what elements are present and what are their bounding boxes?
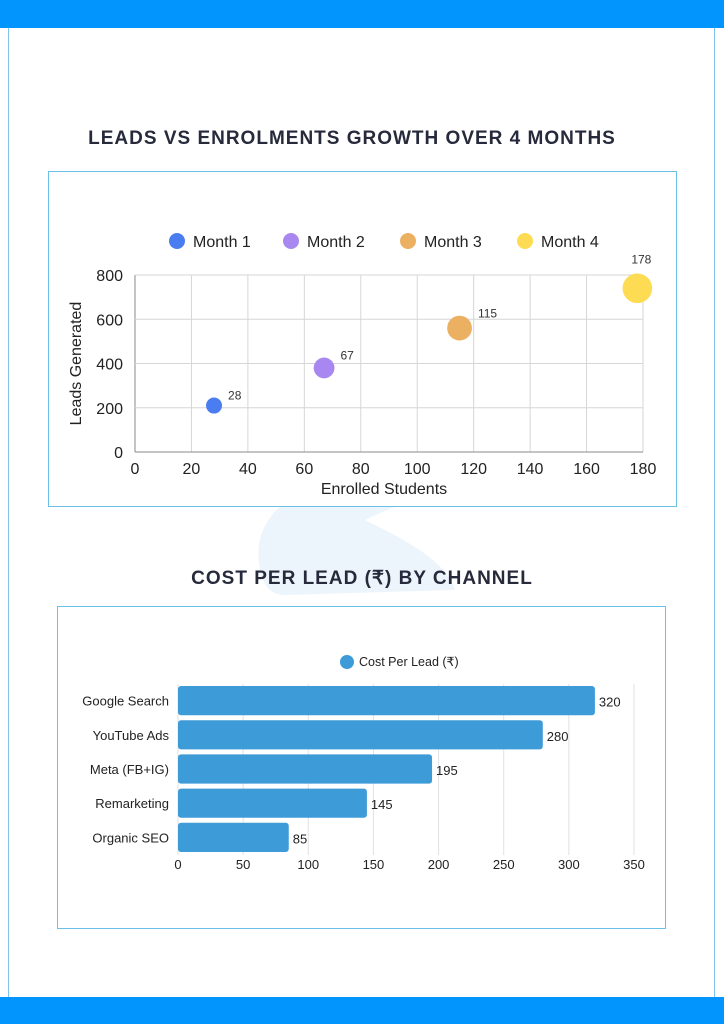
top-brand-bar — [0, 0, 724, 28]
legend-marker-month-2 — [283, 233, 299, 249]
legend-marker-cost-per-lead — [340, 655, 354, 669]
y-tick-label: 400 — [96, 357, 123, 374]
x-tick-label: 50 — [236, 857, 250, 872]
bubble-label: 67 — [340, 349, 354, 363]
x-tick-label: 0 — [131, 461, 140, 478]
bar-chart-card: Cost Per Lead (₹) 0 50 100 150 200 250 300 350 Go… — [57, 606, 666, 929]
x-tick-label: 20 — [183, 461, 201, 478]
bubble-label: 178 — [631, 252, 651, 266]
scatter-chart-title: LEADS VS ENROLMENTS GROWTH OVER 4 MONTHS — [88, 128, 616, 149]
bar-google-search — [178, 686, 595, 716]
x-tick-label: 160 — [573, 461, 600, 478]
bottom-brand-bar — [0, 997, 724, 1024]
legend-label-month-4: Month 4 — [541, 234, 599, 251]
bubble-label: 115 — [478, 307, 497, 321]
bar-youtube-ads — [178, 720, 543, 750]
y-axis-title: Leads Generated — [68, 302, 85, 426]
legend-label-month-3: Month 3 — [424, 234, 482, 251]
x-axis-title: Enrolled Students — [321, 481, 447, 498]
x-tick-label: 80 — [352, 461, 370, 478]
legend-label-month-1: Month 1 — [193, 234, 251, 251]
legend-label-cost-per-lead: Cost Per Lead (₹) — [359, 655, 459, 669]
y-tick-label: 200 — [96, 401, 123, 418]
x-tick-label: 100 — [404, 461, 431, 478]
bubble-month-4 — [622, 273, 653, 304]
category-label: Meta (FB+IG) — [90, 762, 169, 777]
bar-organic-seo — [178, 822, 289, 852]
x-tick-label: 0 — [174, 857, 181, 872]
x-tick-label: 60 — [295, 461, 313, 478]
legend-marker-month-4 — [517, 233, 533, 249]
legend-marker-month-3 — [400, 233, 416, 249]
x-tick-label: 250 — [493, 857, 515, 872]
y-tick-label: 0 — [114, 445, 123, 462]
legend-label-month-2: Month 2 — [307, 234, 365, 251]
x-tick-label: 200 — [428, 857, 450, 872]
bar-value-label: 195 — [436, 763, 458, 778]
x-tick-label: 100 — [297, 857, 319, 872]
x-tick-label: 150 — [363, 857, 385, 872]
y-tick-label: 800 — [96, 268, 123, 285]
bubble-label: 28 — [228, 389, 242, 403]
y-tick-label: 600 — [96, 312, 123, 329]
x-tick-label: 180 — [630, 461, 657, 478]
category-label: Organic SEO — [92, 830, 169, 845]
category-label: Remarketing — [95, 796, 169, 811]
bar-chart: Cost Per Lead (₹) 0 50 100 150 200 250 300 350 Go… — [82, 655, 645, 872]
bubble-month-1 — [206, 397, 223, 414]
x-tick-label: 140 — [517, 461, 544, 478]
legend-marker-month-1 — [169, 233, 185, 249]
bar-meta-fb-ig- — [178, 754, 433, 784]
scatter-chart-card: Month 1 Month 2 Month 3 Month 4 0 20 40 60 80 100… — [48, 171, 677, 507]
category-label: YouTube Ads — [93, 728, 170, 743]
bar-value-label: 280 — [547, 729, 569, 744]
scatter-chart: Month 1 Month 2 Month 3 Month 4 0 20 40 60 80 100… — [68, 233, 657, 498]
bubble-month-2 — [313, 357, 335, 379]
x-tick-label: 300 — [558, 857, 580, 872]
x-tick-label: 350 — [623, 857, 645, 872]
bar-chart-title: COST PER LEAD (₹) BY CHANNEL — [191, 568, 533, 589]
page-frame — [8, 28, 715, 997]
x-tick-label: 120 — [460, 461, 487, 478]
bar-value-label: 145 — [371, 797, 393, 812]
bar-remarketing — [178, 788, 367, 818]
bar-value-label: 320 — [599, 695, 621, 710]
category-label: Google Search — [82, 694, 169, 709]
bar-value-label: 85 — [293, 831, 307, 846]
bubble-month-3 — [447, 315, 472, 341]
x-tick-label: 40 — [239, 461, 257, 478]
